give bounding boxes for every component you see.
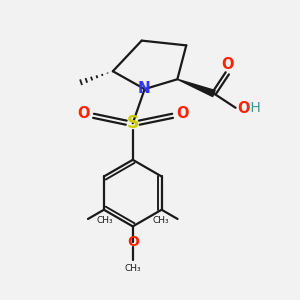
Text: N: N bbox=[138, 81, 150, 96]
Text: O: O bbox=[238, 101, 250, 116]
Text: CH₃: CH₃ bbox=[124, 264, 141, 273]
Text: O: O bbox=[176, 106, 189, 121]
Text: O: O bbox=[127, 235, 139, 249]
Text: CH₃: CH₃ bbox=[96, 216, 113, 225]
Text: ·H: ·H bbox=[247, 101, 261, 115]
Polygon shape bbox=[177, 79, 215, 97]
Text: S: S bbox=[127, 114, 139, 132]
Text: O: O bbox=[222, 57, 234, 72]
Text: CH₃: CH₃ bbox=[153, 216, 169, 225]
Text: O: O bbox=[77, 106, 90, 121]
